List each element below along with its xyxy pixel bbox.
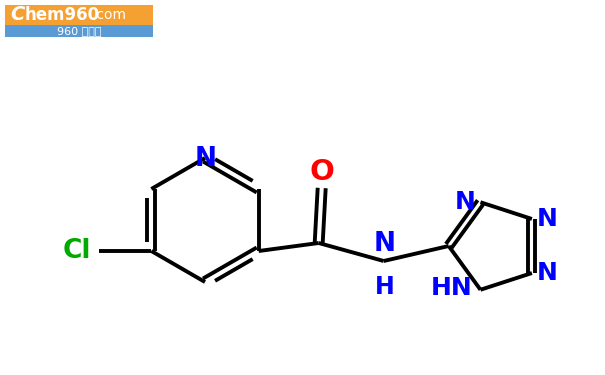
Text: N: N bbox=[454, 190, 476, 214]
Text: N: N bbox=[195, 146, 217, 172]
Bar bbox=[5, 25, 153, 37]
Text: hem960: hem960 bbox=[25, 6, 100, 24]
Text: N: N bbox=[374, 231, 396, 257]
Text: N: N bbox=[537, 207, 558, 231]
Text: 960 化工网: 960 化工网 bbox=[57, 26, 101, 36]
Text: H: H bbox=[375, 275, 394, 299]
Text: Cl: Cl bbox=[63, 238, 91, 264]
Text: HN: HN bbox=[431, 276, 473, 300]
Text: N: N bbox=[537, 261, 558, 285]
Text: C: C bbox=[10, 6, 24, 24]
Bar bbox=[5, 5, 153, 25]
Text: O: O bbox=[309, 158, 334, 186]
Text: .com: .com bbox=[93, 8, 127, 22]
